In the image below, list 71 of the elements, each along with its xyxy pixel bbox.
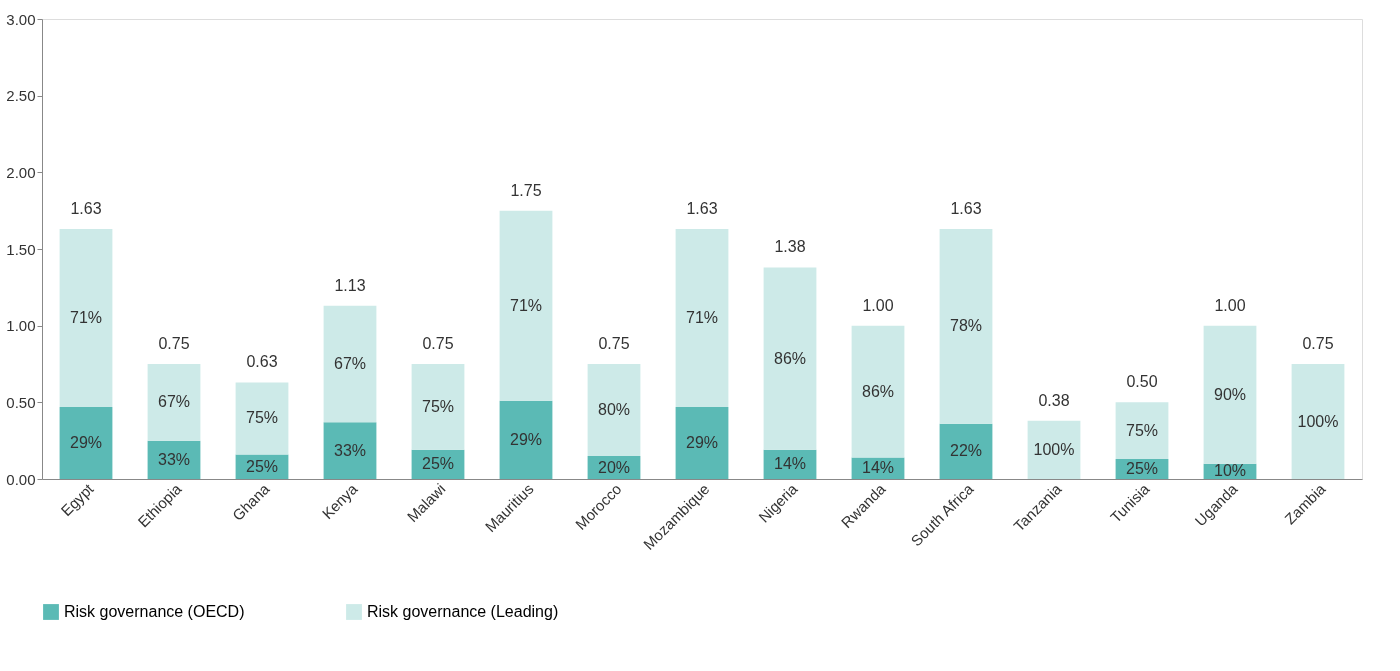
annotation: 20% <box>597 458 631 476</box>
annotation: 75% <box>421 397 455 415</box>
annotation: 33% <box>333 441 367 459</box>
bar <box>1115 402 1169 460</box>
bar <box>675 406 729 479</box>
annotation: 25% <box>421 455 455 473</box>
bar <box>235 382 289 455</box>
y-tick-label: 3.00 <box>6 10 36 28</box>
total-label: 0.50 <box>1126 373 1158 391</box>
bar <box>851 325 905 458</box>
annotation: 100% <box>1297 412 1339 430</box>
bar <box>411 364 465 450</box>
total-label: 0.38 <box>1038 391 1070 409</box>
bar <box>675 229 729 407</box>
annotation: 29% <box>69 433 103 451</box>
total-label: 0.75 <box>1302 335 1334 352</box>
annotation: 67% <box>157 393 191 411</box>
annotation: 29% <box>685 433 719 451</box>
bar <box>323 422 377 479</box>
annotation: 86% <box>861 382 895 400</box>
total-label: 0.75 <box>598 335 630 352</box>
y-tick-label: 0.50 <box>6 393 36 411</box>
legend-label: Risk governance (Leading) <box>367 603 559 620</box>
annotation: 80% <box>597 401 631 418</box>
annotation: 71% <box>69 309 103 326</box>
total-label: 0.63 <box>246 353 278 371</box>
annotation: 10% <box>1213 462 1247 480</box>
annotation: 71% <box>685 309 719 326</box>
annotation: 14% <box>773 455 807 473</box>
total-label: 1.00 <box>862 296 894 314</box>
bar <box>499 400 553 479</box>
annotation: 25% <box>245 457 279 475</box>
bar <box>323 305 377 423</box>
annotation: 67% <box>333 355 367 372</box>
bar <box>939 423 993 479</box>
annotation: 25% <box>1125 460 1159 478</box>
y-tick-label: 2.50 <box>6 87 36 105</box>
annotation: 33% <box>157 450 191 468</box>
total-label: 1.63 <box>686 200 718 218</box>
total-label: 1.38 <box>774 238 806 256</box>
annotation: 78% <box>949 317 983 335</box>
bar <box>1291 364 1345 479</box>
annotation: 75% <box>245 409 279 427</box>
y-tick-label: 2.00 <box>6 163 36 181</box>
annotation: 71% <box>509 296 543 314</box>
total-label: 1.63 <box>70 200 102 218</box>
total-label: 0.75 <box>422 335 454 352</box>
bar <box>763 267 817 450</box>
annotation: 100% <box>1033 440 1075 458</box>
annotation: 75% <box>1125 421 1159 439</box>
annotation: 14% <box>861 459 895 477</box>
total-label: 1.75 <box>510 181 542 199</box>
legend-label: Risk governance (OECD) <box>64 603 245 620</box>
total-label: 0.75 <box>158 335 190 352</box>
bar <box>147 364 201 441</box>
annotation: 86% <box>773 349 807 367</box>
total-label: 1.63 <box>950 200 982 218</box>
annotation: 90% <box>1213 385 1247 403</box>
total-label: 1.13 <box>334 276 366 294</box>
total-label: 1.00 <box>1214 296 1246 314</box>
y-tick-label: 1.00 <box>6 317 36 335</box>
bar <box>59 229 113 407</box>
y-tick-label: 0.00 <box>6 470 36 488</box>
bar <box>499 210 553 401</box>
bar <box>587 364 641 456</box>
bar <box>939 229 993 424</box>
bar <box>59 406 113 479</box>
annotation: 22% <box>949 442 983 460</box>
annotation: 29% <box>509 430 543 448</box>
y-tick-label: 1.50 <box>6 240 36 258</box>
bar <box>1203 325 1257 464</box>
